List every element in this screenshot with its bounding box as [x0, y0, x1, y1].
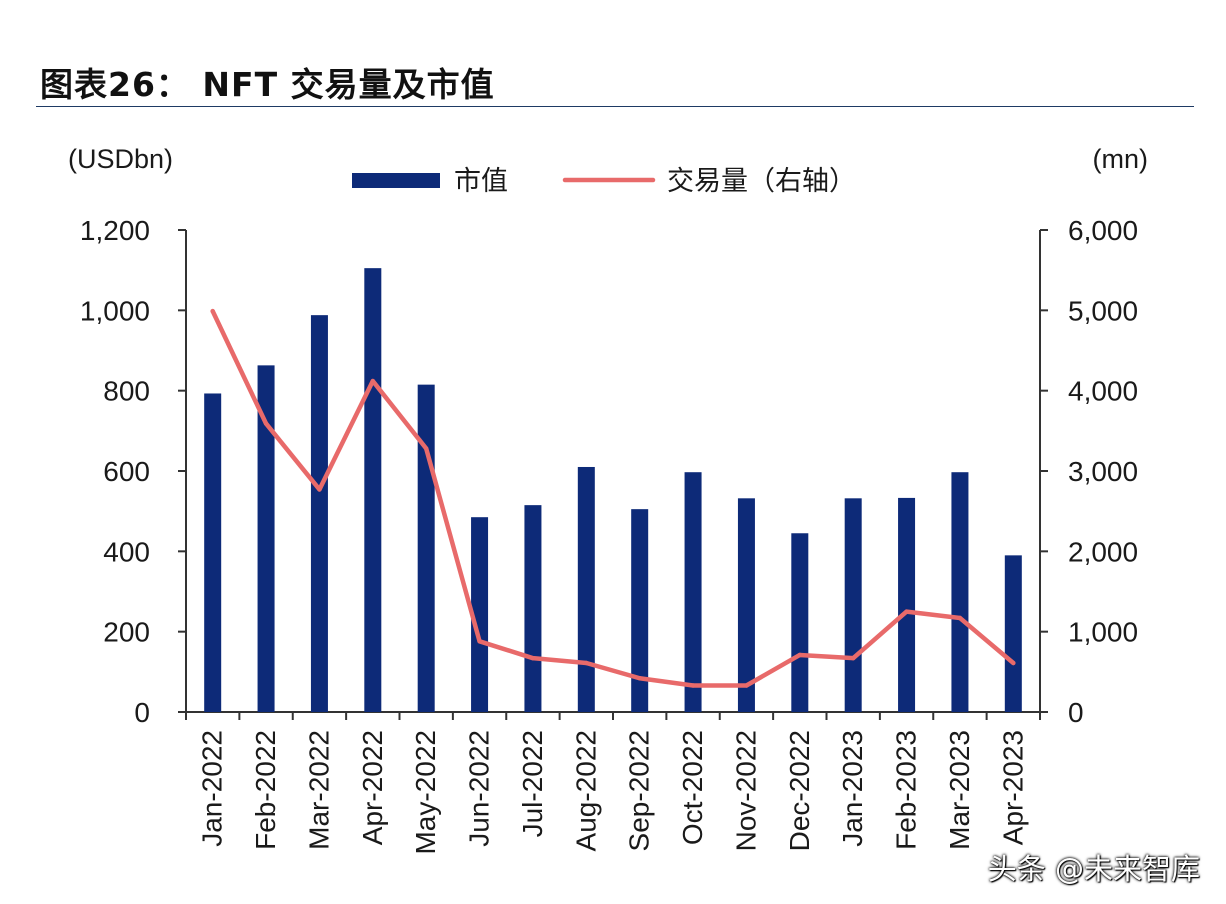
bar-sep-2022: [631, 509, 649, 712]
bar-feb-2023: [898, 497, 916, 712]
x-tick-label: Aug-2022: [570, 730, 601, 851]
x-tick-label: May-2022: [410, 730, 441, 855]
volume-point-apr-2023: [1011, 660, 1016, 666]
bar-dec-2022: [791, 533, 809, 712]
bar-jan-2023: [844, 498, 862, 712]
volume-point-jan-2022: [210, 308, 215, 314]
volume-point-dec-2022: [797, 652, 803, 658]
right-tick-label: 3,000: [1068, 456, 1138, 487]
x-tick-label: Nov-2022: [730, 730, 761, 851]
left-tick-label: 600: [103, 456, 150, 487]
x-tick-label: Oct-2022: [677, 730, 708, 845]
left-tick-label: 200: [103, 617, 150, 648]
bar-feb-2022: [257, 365, 275, 712]
bars-group: [204, 268, 1022, 712]
left-tick-label: 1,000: [80, 295, 150, 326]
bar-apr-2022: [364, 268, 382, 712]
right-tick-label: 0: [1068, 697, 1084, 728]
volume-point-feb-2023: [904, 609, 909, 614]
volume-point-jul-2022: [530, 655, 536, 661]
left-tick-label: 800: [103, 376, 150, 407]
legend-label-volume: 交易量（右轴）: [667, 166, 856, 197]
bar-may-2022: [417, 384, 435, 712]
left-tick-label: 400: [103, 536, 150, 567]
volume-line: [210, 308, 1016, 688]
bar-apr-2023: [1004, 555, 1022, 712]
x-tick-label: Feb-2023: [891, 730, 922, 850]
right-tick-label: 4,000: [1068, 376, 1138, 407]
bar-aug-2022: [577, 466, 595, 712]
axes-group: [178, 229, 1048, 720]
right-tick-label: 6,000: [1068, 215, 1138, 246]
legend-group: 市值 交易量（右轴）: [352, 166, 856, 197]
labels-group: 0 200 400 600 800 1,000 1,200 0 1,000 2,000 3,000 4…: [68, 144, 1148, 855]
bar-nov-2022: [737, 498, 755, 712]
x-tick-label: Apr-2023: [997, 730, 1028, 845]
left-axis-unit-label: (USDbn): [68, 144, 173, 174]
right-tick-label: 5,000: [1068, 295, 1138, 326]
volume-point-apr-2022: [370, 378, 376, 384]
x-tick-label: Mar-2023: [944, 730, 975, 850]
right-tick-label: 2,000: [1068, 536, 1138, 567]
left-tick-label: 0: [134, 697, 150, 728]
x-tick-label: Mar-2022: [303, 730, 334, 850]
legend-swatch-market-cap: [352, 173, 440, 188]
x-tick-label: Apr-2022: [357, 730, 388, 845]
volume-point-aug-2022: [584, 660, 589, 666]
volume-point-feb-2022: [263, 421, 269, 426]
x-tick-label: Sep-2022: [624, 730, 655, 851]
volume-point-sep-2022: [637, 676, 642, 681]
volume-point-mar-2023: [957, 615, 963, 621]
bar-mar-2023: [951, 472, 969, 712]
x-tick-label: Jan-2023: [837, 730, 868, 847]
x-tick-label: Jul-2022: [517, 730, 548, 837]
right-tick-label: 1,000: [1068, 617, 1138, 648]
volume-point-jan-2023: [850, 655, 856, 661]
bar-mar-2022: [310, 315, 328, 712]
title-divider: [36, 106, 1194, 107]
x-tick-label: Jun-2022: [464, 730, 495, 847]
legend-label-market-cap: 市值: [454, 166, 508, 197]
volume-point-nov-2022: [744, 683, 749, 688]
x-tick-label: Feb-2022: [250, 730, 281, 850]
line-group: [210, 308, 1016, 688]
right-axis-unit-label: (mn): [1093, 144, 1149, 174]
watermark: 头条 @未来智库: [987, 852, 1200, 886]
volume-point-mar-2022: [317, 487, 322, 492]
left-tick-label: 1,200: [80, 215, 150, 246]
bar-jan-2022: [204, 393, 222, 712]
volume-point-oct-2022: [690, 683, 696, 688]
volume-point-jun-2022: [477, 639, 482, 644]
x-tick-label: Jan-2022: [197, 730, 228, 847]
bar-oct-2022: [684, 472, 702, 712]
volume-point-may-2022: [423, 446, 429, 451]
x-tick-label: Dec-2022: [784, 730, 815, 851]
bar-jun-2022: [471, 517, 489, 712]
bar-jul-2022: [524, 505, 542, 712]
chart-title: 图表26： NFT 交易量及市值: [40, 65, 495, 104]
